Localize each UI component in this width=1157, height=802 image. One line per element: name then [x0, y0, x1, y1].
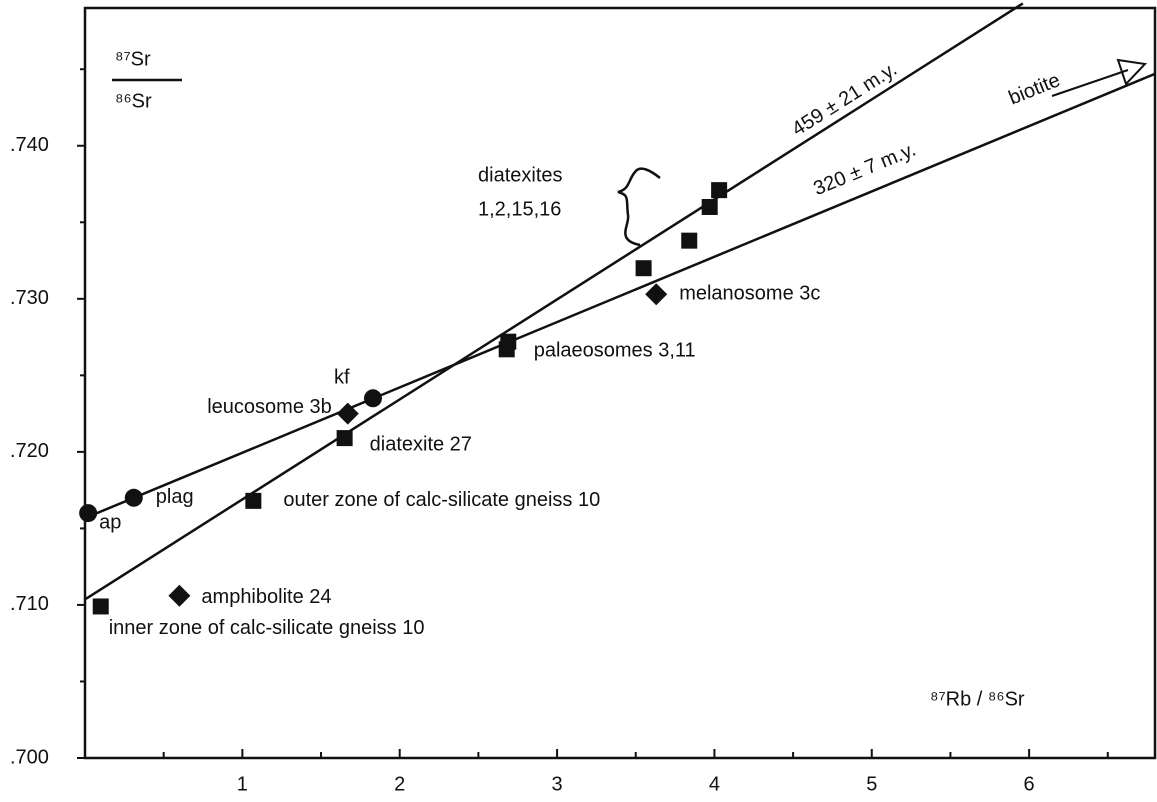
brace — [617, 167, 661, 247]
point-label: outer zone of calc-silicate gneiss 10 — [283, 489, 600, 511]
y-tick-label: .730 — [10, 287, 49, 309]
x-tick-label: 3 — [551, 773, 562, 795]
point — [245, 492, 262, 509]
x-tick-label: 4 — [709, 773, 720, 795]
isochron-label: 459 ± 21 m.y. — [788, 58, 901, 140]
point — [645, 283, 668, 306]
point — [711, 182, 728, 199]
point-label: leucosome 3b — [207, 396, 332, 418]
point — [681, 232, 698, 249]
point — [635, 260, 652, 277]
plot-frame — [83, 6, 1157, 760]
point-label: ap — [99, 511, 121, 533]
point-label: palaeosomes 3,11 — [534, 340, 696, 362]
point — [92, 598, 109, 615]
point-label: inner zone of calc-silicate gneiss 10 — [109, 617, 425, 639]
annotation: 1,2,15,16 — [478, 198, 561, 220]
point — [336, 430, 353, 447]
y-tick-label: .700 — [10, 746, 49, 768]
point — [79, 504, 98, 523]
x-label: ⁸⁷Rb / ⁸⁶Sr — [930, 688, 1025, 710]
x-tick-label: 5 — [866, 773, 877, 795]
isochron-label: 320 ± 7 m.y. — [810, 139, 919, 201]
point — [363, 389, 382, 408]
point — [336, 402, 359, 425]
y-tick-label: .740 — [10, 134, 49, 156]
y-tick-label: .710 — [10, 593, 49, 615]
point — [124, 488, 143, 507]
annotation: biotite — [1006, 69, 1064, 109]
point-label: melanosome 3c — [679, 283, 820, 305]
y-label-numerator: ⁸⁷Sr — [115, 48, 151, 70]
point — [500, 333, 517, 350]
point — [168, 584, 191, 607]
annotation: diatexites — [478, 164, 563, 186]
y-label-denominator: ⁸⁶Sr — [115, 90, 152, 112]
x-tick-label: 1 — [237, 773, 248, 795]
x-tick-label: 6 — [1024, 773, 1035, 795]
y-tick-label: .720 — [10, 440, 49, 462]
point-label: plag — [156, 486, 194, 508]
biotite-arrow — [1051, 58, 1148, 97]
isochron-line — [85, 72, 1156, 519]
isochron-line — [85, 2, 1024, 600]
point-label: diatexite 27 — [370, 433, 472, 455]
x-tick-label: 2 — [394, 773, 405, 795]
point-label: amphibolite 24 — [201, 586, 331, 608]
point-label: kf — [334, 367, 350, 389]
point — [701, 198, 718, 215]
